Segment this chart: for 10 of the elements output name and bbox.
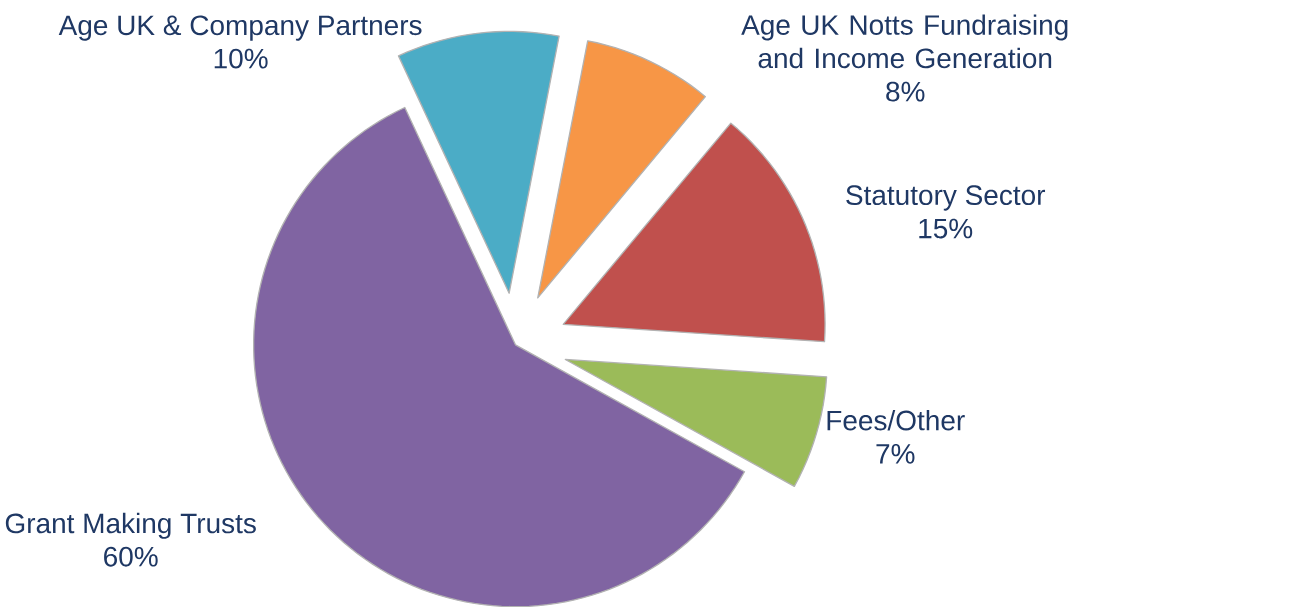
slice-label: Grant Making Trusts — [5, 512, 256, 539]
slice-label: Age UK Notts Fundraising and Income Generation — [741, 14, 1068, 69]
slice-label: Age UK & Company Partners — [58, 15, 422, 41]
data-label: 8% — [886, 81, 925, 102]
slice-label: Statutory Sector — [846, 185, 1046, 211]
data-label: 15% — [919, 218, 973, 239]
data-label: 60% — [104, 546, 158, 567]
data-label: 10% — [214, 48, 268, 69]
data-label: 7% — [876, 443, 915, 464]
slice-label: Fees/Other — [827, 409, 965, 431]
